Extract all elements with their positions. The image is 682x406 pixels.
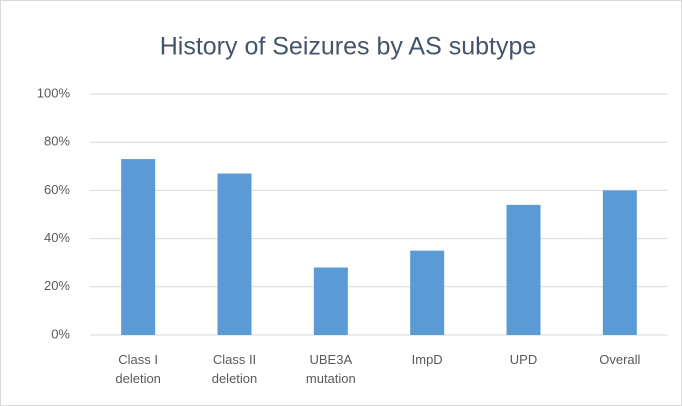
y-tick-label: 20%: [44, 278, 70, 293]
bar: [602, 190, 637, 335]
y-tick-label: 80%: [44, 134, 70, 149]
y-tick-label: 100%: [37, 85, 71, 100]
bar: [313, 267, 348, 335]
x-tick-label: UPD: [509, 352, 538, 367]
bar: [217, 173, 252, 335]
x-tick-label: Class I deletion: [115, 352, 161, 386]
x-tick-label: UBE3A mutation: [305, 352, 356, 386]
y-tick-label: 60%: [44, 182, 70, 197]
bar: [506, 204, 541, 335]
bar: [410, 250, 445, 335]
x-tick-label: ImpD: [411, 352, 443, 367]
chart-title: History of Seizures by AS subtype: [160, 33, 537, 61]
y-tick-label: 0%: [51, 326, 70, 341]
x-tick-label: Overall: [599, 352, 641, 367]
y-tick-label: 40%: [44, 230, 70, 245]
x-tick-label: Class II deletion: [211, 352, 258, 386]
bar: [121, 159, 156, 335]
